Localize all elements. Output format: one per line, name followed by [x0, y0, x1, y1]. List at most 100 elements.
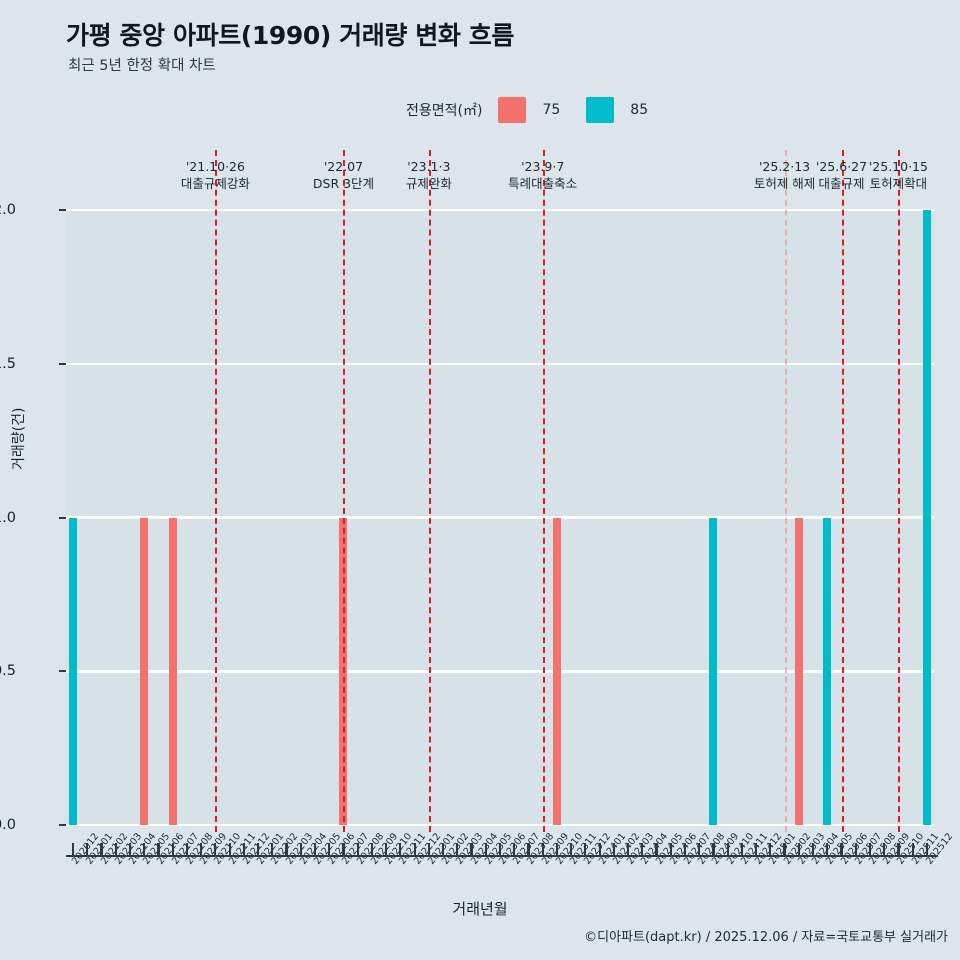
x-axis-tick-mark: [612, 843, 615, 856]
bar: [140, 517, 149, 825]
y-axis-tick-mark: [59, 824, 66, 826]
event-label: '21.10·26 대출규제강화: [181, 158, 250, 192]
x-axis-tick-mark: [242, 843, 245, 856]
x-axis-tick-mark: [726, 843, 729, 856]
event-date: '23.1·3: [407, 159, 451, 174]
x-axis-tick-mark: [541, 843, 544, 856]
event-name: 토허제확대: [869, 176, 928, 191]
x-axis-tick-mark: [413, 843, 416, 856]
x-axis-tick-mark: [854, 843, 857, 856]
x-axis-tick-mark: [72, 843, 75, 856]
event-date: '25.10·15: [868, 159, 928, 174]
y-axis-tick-mark: [59, 362, 66, 365]
x-axis-tick-mark: [498, 843, 502, 856]
y-axis-tick-label: 1.0: [0, 509, 16, 526]
x-axis-tick-mark: [911, 843, 914, 856]
x-axis-tick-mark: [626, 843, 630, 856]
y-axis-tick-label: 2.0: [0, 202, 16, 218]
x-axis-tick-mark: [826, 843, 829, 856]
x-axis-tick-mark: [100, 843, 103, 856]
event-line: [784, 150, 787, 832]
event-line: [542, 150, 545, 832]
x-axis-tick-mark: [769, 843, 772, 856]
event-name: 대출규제: [818, 176, 865, 191]
event-line: [898, 150, 901, 832]
bar: [823, 517, 832, 825]
x-axis-tick-mark: [356, 843, 359, 856]
y-axis-tick-mark: [59, 516, 66, 519]
x-axis-tick-mark: [214, 843, 217, 856]
x-axis-tick-mark: [342, 843, 345, 856]
x-axis-tick-mark: [797, 843, 800, 856]
event-line: [428, 150, 431, 832]
x-axis-tick-mark: [513, 843, 516, 856]
x-axis-tick-mark: [484, 843, 487, 856]
x-axis-tick-mark: [598, 843, 601, 856]
x-axis-tick-mark: [385, 843, 388, 856]
y-axis-title: 거래량(건): [11, 407, 27, 470]
x-axis-tick-mark: [256, 843, 260, 856]
x-axis-tick-mark: [456, 843, 459, 856]
plot-area: [66, 208, 934, 827]
bar: [922, 210, 931, 825]
x-axis-tick-mark: [370, 843, 374, 856]
event-name: 특례대출축소: [508, 176, 578, 191]
x-axis-tick-mark: [555, 843, 558, 856]
x-axis-tick-mark: [299, 843, 302, 856]
bar: [168, 517, 177, 825]
gridline: [66, 823, 934, 827]
x-axis-tick-mark: [783, 843, 786, 856]
x-axis-tick-mark: [811, 843, 815, 856]
x-axis-tick-mark: [171, 843, 174, 856]
x-axis-tick-mark: [527, 843, 530, 856]
event-name: 규제완화: [405, 176, 452, 191]
x-axis-tick-mark: [840, 843, 843, 856]
legend-title: 전용면적(㎡): [406, 103, 483, 119]
gridline: [66, 670, 934, 673]
x-axis-tick-mark: [114, 843, 117, 856]
event-date: '25.6·27: [815, 159, 868, 174]
x-axis-tick-mark: [228, 843, 231, 856]
page-subtitle: 최근 5년 한정 확대 차트: [68, 58, 216, 74]
x-axis-tick-mark: [655, 843, 658, 856]
x-axis-tick-mark: [925, 843, 928, 856]
event-line: [343, 150, 346, 832]
x-axis-tick-mark: [883, 843, 886, 856]
event-label: '22.07 DSR 3단계: [313, 158, 374, 192]
legend-label-85: 85: [630, 102, 649, 118]
gridline: [66, 208, 934, 212]
event-name: DSR 3단계: [312, 176, 375, 191]
x-axis-line: [66, 855, 938, 858]
x-axis-tick-mark: [868, 843, 872, 856]
x-axis-tick-mark: [285, 843, 288, 856]
bar: [69, 517, 78, 825]
page-title: 가평 중앙 아파트(1990) 거래량 변화 흐름: [66, 21, 514, 50]
x-axis-tick-mark: [427, 843, 430, 856]
x-axis-tick-mark: [143, 843, 146, 856]
x-axis-tick-mark: [740, 843, 743, 856]
legend-label-75: 75: [542, 102, 561, 118]
x-axis-tick-mark: [328, 843, 331, 856]
event-name: 토허제 해제: [753, 176, 816, 191]
x-axis-tick-mark: [755, 843, 758, 856]
event-date: '22.07: [323, 159, 364, 174]
x-axis-tick-mark: [185, 843, 189, 856]
event-label: '23.1·3 규제완화: [406, 158, 452, 192]
legend-swatch-85: [586, 97, 615, 123]
y-axis-tick-mark: [59, 209, 66, 211]
footer-credit: ©디아파트(dapt.kr) / 2025.12.06 / 자료=국토교통부 실…: [584, 930, 948, 945]
x-axis-tick-mark: [570, 843, 573, 856]
event-date: '25.2·13: [758, 159, 811, 174]
event-label: '25.10·15 토허제확대: [869, 158, 928, 192]
event-name: 대출규제강화: [180, 176, 250, 191]
legend-swatch-75: [498, 97, 527, 123]
bar: [794, 517, 803, 825]
event-line: [841, 150, 844, 832]
chart-legend: 전용면적(㎡) 75 85: [406, 97, 674, 123]
gridline: [66, 362, 934, 366]
x-axis-tick-mark: [683, 843, 687, 856]
x-axis-tick-mark: [200, 843, 203, 856]
event-label: '23.9·7 특례대출축소: [508, 158, 577, 192]
x-axis-tick-mark: [584, 843, 587, 856]
